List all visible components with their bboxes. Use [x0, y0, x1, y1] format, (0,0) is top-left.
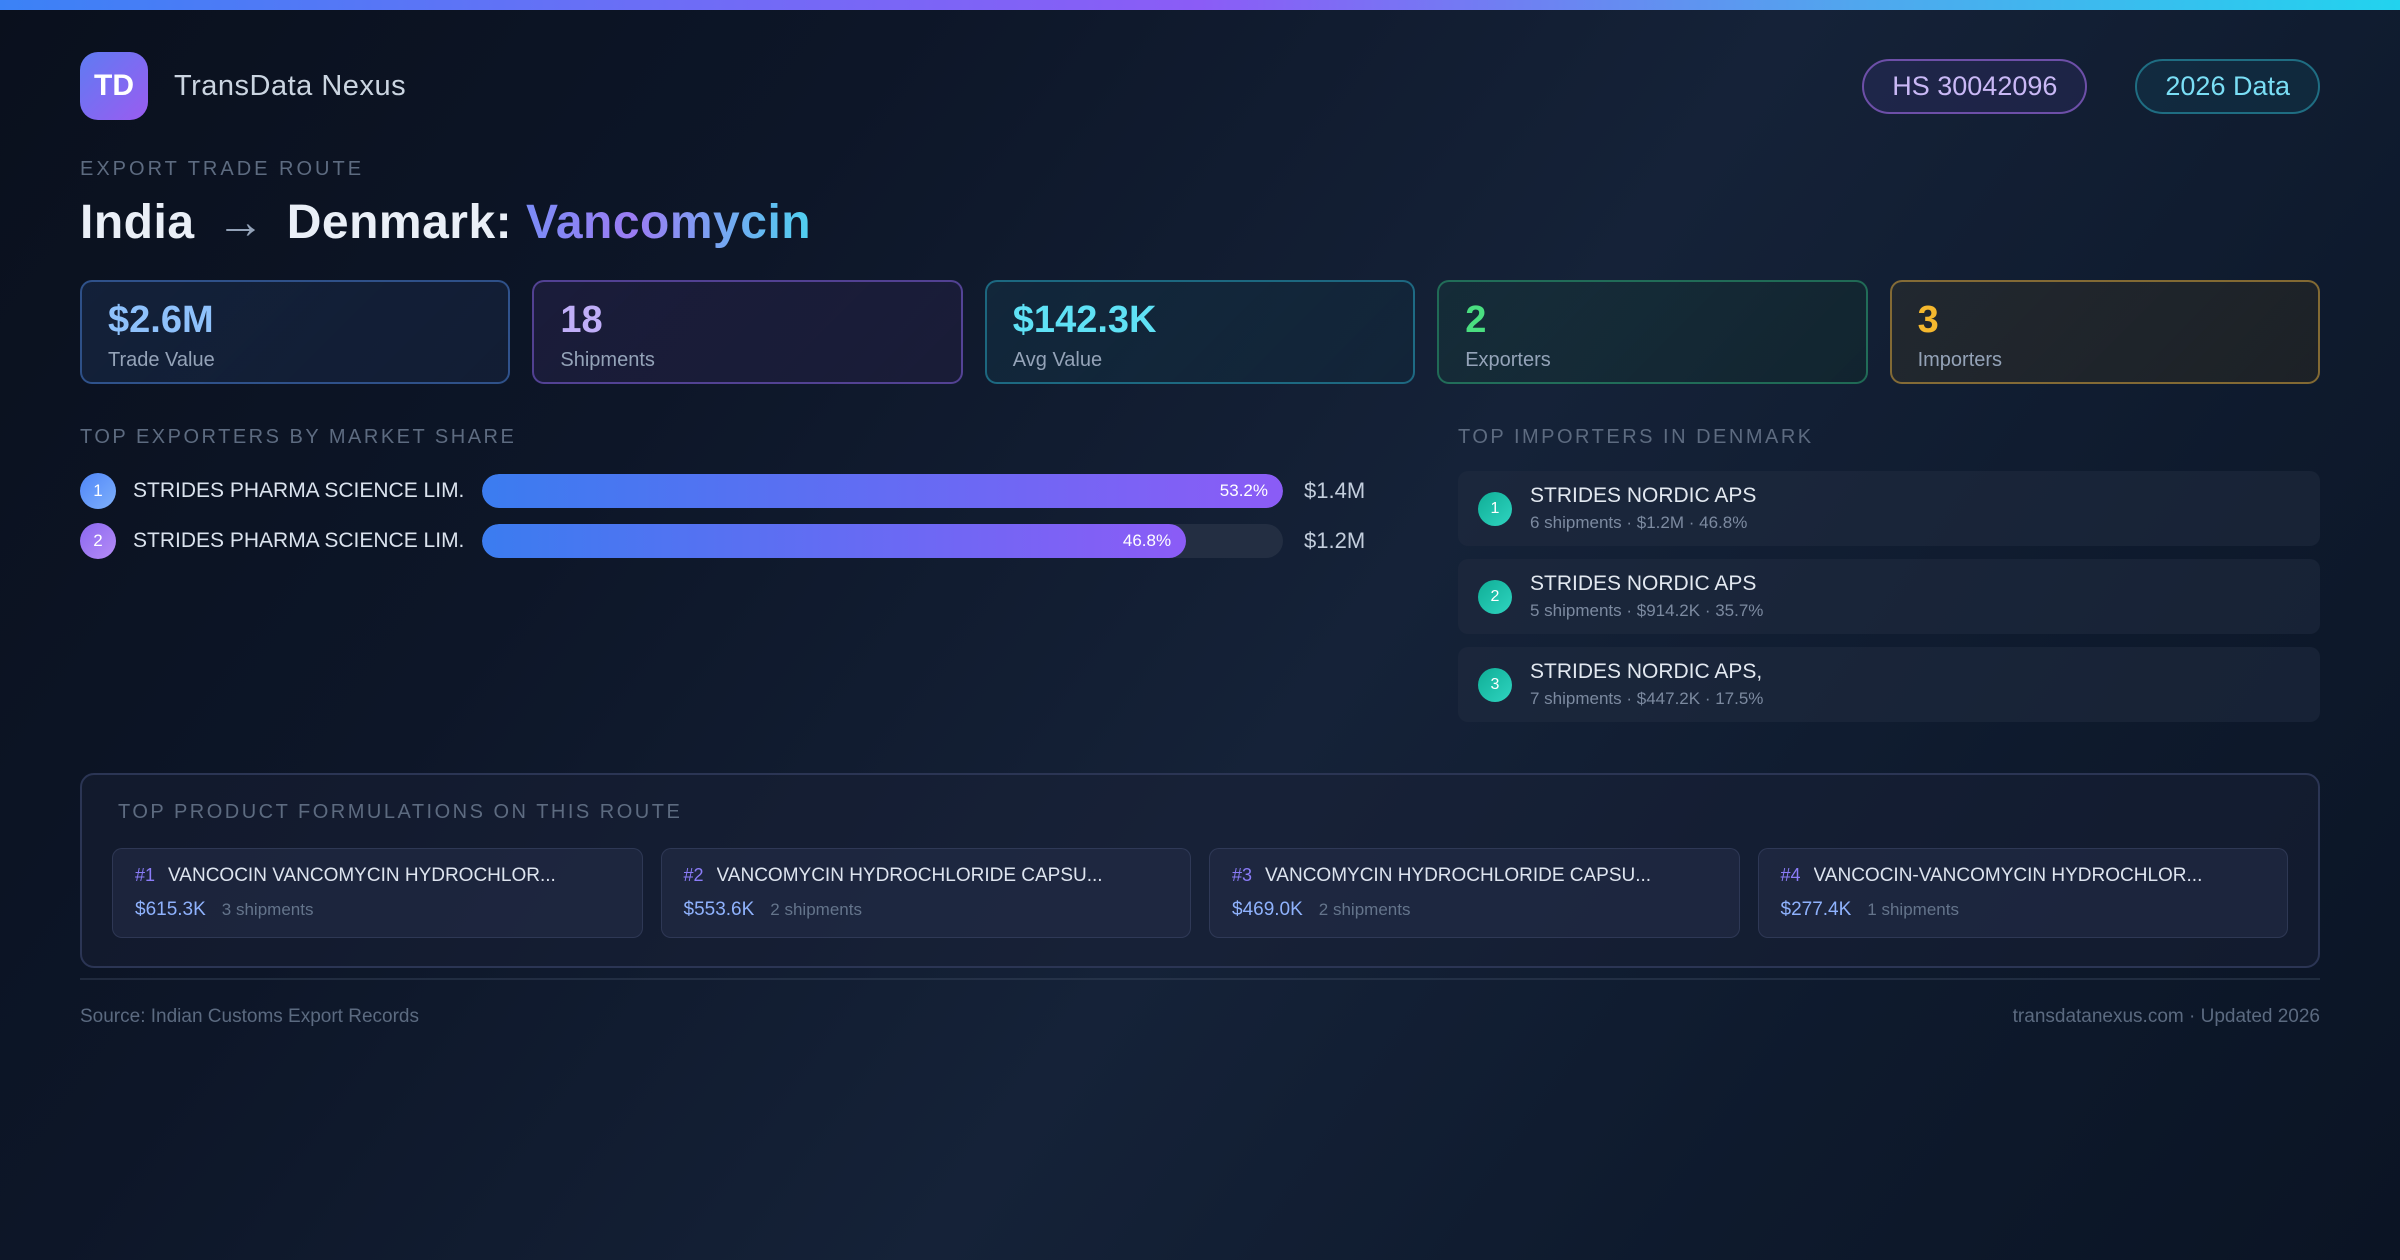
formulation-rank: #1	[135, 865, 156, 885]
market-share-bar-track: 46.8%	[482, 524, 1283, 558]
stat-label: Trade Value	[108, 349, 215, 371]
formulations-panel: TOP PRODUCT FORMULATIONS ON THIS ROUTE #…	[80, 773, 2320, 968]
stat-label: Shipments	[560, 349, 655, 371]
rank-badge: 1	[1478, 491, 1512, 526]
formulation-shipments: 2 shipments	[770, 900, 862, 919]
route-eyebrow: EXPORT TRADE ROUTE	[80, 158, 365, 180]
formulation-card: #4 VANCOCIN-VANCOMYCIN HYDROCHLOR... $27…	[1757, 848, 2288, 938]
formulation-shipments: 2 shipments	[1318, 900, 1411, 919]
formulation-card-row: #1 VANCOCIN VANCOMYCIN HYDROCHLOR... $61…	[112, 848, 2288, 938]
importer-name: STRIDES NORDIC APS	[1530, 484, 1757, 507]
footer: Source: Indian Customs Export Records tr…	[80, 1006, 2320, 1028]
formulation-rank: #3	[1232, 865, 1253, 885]
title-destination: Denmark:	[286, 196, 513, 249]
formulation-value: $553.6K	[683, 899, 755, 920]
market-share-bar-track: 53.2%	[482, 474, 1283, 508]
formulation-card: #1 VANCOCIN VANCOMYCIN HYDROCHLOR... $61…	[112, 848, 643, 938]
two-column-section: TOP EXPORTERS BY MARKET SHARE 1 STRIDES …	[80, 426, 2320, 735]
stat-value: 2	[1465, 299, 1487, 341]
footer-source: Source: Indian Customs Export Records	[80, 1006, 419, 1027]
stat-value: $2.6M	[108, 299, 214, 341]
market-share-bar: 53.2%	[482, 474, 1283, 508]
formulation-name: VANCOCIN-VANCOMYCIN HYDROCHLOR...	[1813, 865, 2203, 886]
importer-meta: 5 shipments · $914.2K · 35.7%	[1530, 601, 1764, 620]
importer-name: STRIDES NORDIC APS	[1530, 572, 1757, 595]
exporter-value: $1.4M	[1304, 478, 1366, 503]
app-logo: TD	[80, 52, 148, 120]
stat-value: 18	[560, 299, 603, 341]
exporter-name: STRIDES PHARMA SCIENCE LIM...	[133, 529, 465, 552]
importer-card: 2 STRIDES NORDIC APS 5 shipments · $914.…	[1458, 559, 2320, 634]
stat-label: Importers	[1917, 349, 2003, 371]
stat-label: Avg Value	[1012, 349, 1103, 371]
formulations-heading: TOP PRODUCT FORMULATIONS ON THIS ROUTE	[118, 801, 683, 823]
stat-card-trade-value: $2.6M Trade Value	[80, 280, 511, 384]
formulation-value: $615.3K	[135, 899, 206, 920]
formulation-shipments: 1 shipments	[1867, 900, 1959, 919]
formulation-rank: #2	[683, 865, 704, 885]
rank-badge: 2	[80, 523, 116, 559]
stat-label: Exporters	[1465, 349, 1551, 371]
arrow-icon: →	[216, 196, 265, 249]
formulation-card: #2 VANCOMYCIN HYDROCHLORIDE CAPSU... $55…	[660, 848, 1191, 938]
formulation-name: VANCOMYCIN HYDROCHLORIDE CAPSU...	[716, 865, 1103, 886]
page-title: India → Denmark: Vancomycin	[80, 195, 2320, 250]
market-share-percent: 46.8%	[1122, 531, 1172, 550]
rank-badge: 2	[1478, 579, 1512, 614]
exporter-name: STRIDES PHARMA SCIENCE LIM...	[133, 479, 465, 502]
formulation-value: $469.0K	[1232, 899, 1303, 920]
stat-card-importers: 3 Importers	[1889, 280, 2320, 384]
importers-heading: TOP IMPORTERS IN DENMARK	[1458, 426, 1814, 448]
rank-badge: 1	[80, 473, 116, 509]
stat-value: $142.3K	[1012, 299, 1157, 341]
stat-card-row: $2.6M Trade Value 18 Shipments $142.3K A…	[80, 280, 2320, 384]
exporter-row: 1 STRIDES PHARMA SCIENCE LIM... 53.2% $1…	[80, 471, 1392, 511]
hs-code-badge[interactable]: HS 30042096	[1862, 58, 2088, 114]
footer-divider	[80, 978, 2320, 980]
importer-meta: 7 shipments · $447.2K · 17.5%	[1530, 689, 1764, 708]
importer-meta: 6 shipments · $1.2M · 46.8%	[1530, 513, 1748, 532]
importer-name: STRIDES NORDIC APS,	[1530, 660, 1763, 683]
exporter-value: $1.2M	[1304, 528, 1366, 553]
market-share-bar: 46.8%	[482, 524, 1187, 558]
rank-badge: 3	[1478, 667, 1512, 702]
stat-value: 3	[1917, 299, 1939, 341]
data-year-badge[interactable]: 2026 Data	[2135, 58, 2320, 114]
stat-card-shipments: 18 Shipments	[532, 280, 963, 384]
formulation-rank: #4	[1780, 865, 1801, 885]
formulation-name: VANCOCIN VANCOMYCIN HYDROCHLOR...	[168, 865, 556, 886]
stat-card-exporters: 2 Exporters	[1437, 280, 1868, 384]
importer-card: 1 STRIDES NORDIC APS 6 shipments · $1.2M…	[1458, 471, 2320, 546]
formulation-shipments: 3 shipments	[221, 900, 314, 919]
title-origin: India	[80, 196, 195, 249]
exporters-section: TOP EXPORTERS BY MARKET SHARE 1 STRIDES …	[80, 426, 1392, 571]
stat-card-avg-value: $142.3K Avg Value	[984, 280, 1416, 384]
formulation-value: $277.4K	[1780, 899, 1852, 920]
exporter-row: 2 STRIDES PHARMA SCIENCE LIM... 46.8% $1…	[80, 521, 1392, 561]
exporters-heading: TOP EXPORTERS BY MARKET SHARE	[80, 426, 517, 448]
formulation-card: #3 VANCOMYCIN HYDROCHLORIDE CAPSU... $46…	[1209, 848, 1740, 938]
page-container: TD TransData Nexus HS 30042096 2026 Data…	[0, 52, 2400, 1028]
formulation-name: VANCOMYCIN HYDROCHLORIDE CAPSU...	[1265, 865, 1652, 886]
accent-topbar	[0, 0, 2400, 10]
importers-section: TOP IMPORTERS IN DENMARK 1 STRIDES NORDI…	[1458, 426, 2320, 735]
importer-card: 3 STRIDES NORDIC APS, 7 shipments · $447…	[1458, 647, 2320, 722]
footer-site: transdatanexus.com · Updated 2026	[2012, 1006, 2320, 1027]
header: TD TransData Nexus HS 30042096 2026 Data	[80, 52, 2320, 120]
title-product: Vancomycin	[525, 196, 812, 249]
app-name: TransData Nexus	[174, 69, 407, 102]
market-share-percent: 53.2%	[1219, 481, 1268, 500]
